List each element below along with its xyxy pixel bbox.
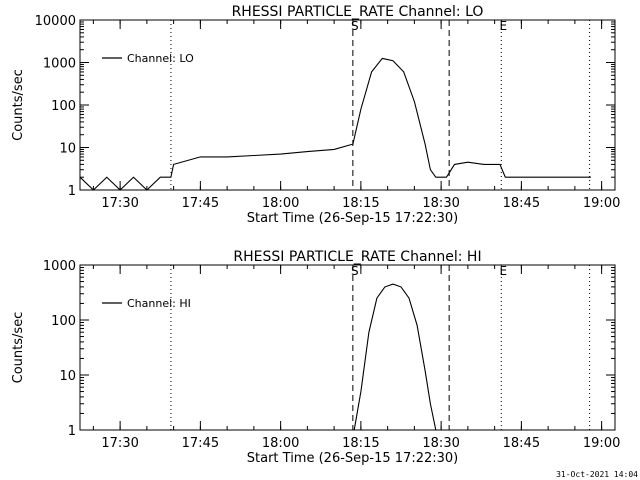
marker-label: E xyxy=(500,264,508,278)
plot-frame xyxy=(79,264,616,431)
x-tick-label: 18:45 xyxy=(503,436,540,451)
chart-title: RHESSI PARTICLE_RATE Channel: LO xyxy=(232,4,484,20)
y-tick-label: 1000 xyxy=(43,259,76,274)
x-tick-label: 18:00 xyxy=(262,436,299,451)
x-tick-label: 17:45 xyxy=(182,436,219,451)
x-tick-label: 18:30 xyxy=(422,196,459,211)
y-tick-label: 10 xyxy=(59,369,76,384)
x-tick-label: 17:45 xyxy=(182,196,219,211)
y-tick-label: 1 xyxy=(68,184,76,199)
x-tick-label: 18:15 xyxy=(342,196,379,211)
x-tick-label: 18:30 xyxy=(422,436,459,451)
marker-label: S xyxy=(351,264,359,278)
x-tick-label: 18:00 xyxy=(262,196,299,211)
y-tick-label: 100 xyxy=(51,314,76,329)
x-tick-label: 18:15 xyxy=(342,436,379,451)
y-tick-label: 10 xyxy=(59,142,76,157)
x-axis-label: Start Time (26-Sep-15 17:22:30) xyxy=(247,211,458,226)
footer-date: 31-Oct-2021 14:04 xyxy=(556,470,638,479)
x-tick-label: 18:45 xyxy=(503,196,540,211)
legend-label: Channel: HI xyxy=(127,297,191,310)
x-tick-label: 17:30 xyxy=(101,196,138,211)
marker-label: E xyxy=(500,19,508,33)
y-axis-label: Counts/sec xyxy=(11,312,26,384)
chart-panel-1: RHESSI PARTICLE_RATE Channel: LO 1 10 100 10… xyxy=(11,4,620,226)
legend-label: Channel: LO xyxy=(127,52,194,65)
series-line xyxy=(353,283,437,431)
y-tick-label: 100 xyxy=(51,99,76,114)
y-tick-label: 1 xyxy=(68,424,76,439)
x-tick-label: 17:30 xyxy=(101,436,138,451)
y-axis-label: Counts/sec xyxy=(11,69,26,141)
chart-panel-2: RHESSI PARTICLE_RATE Channel: HI 1 10 100 10… xyxy=(11,249,620,466)
plot-frame xyxy=(79,19,616,191)
x-tick-label: 19:00 xyxy=(583,196,620,211)
y-tick-label: 10000 xyxy=(35,14,76,29)
y-tick-label: 1000 xyxy=(43,57,76,72)
chart-title: RHESSI PARTICLE_RATE Channel: HI xyxy=(233,249,481,265)
x-tick-label: 19:00 xyxy=(583,436,620,451)
marker-label: S xyxy=(351,19,359,33)
x-axis-label: Start Time (26-Sep-15 17:22:30) xyxy=(247,451,458,466)
series-line xyxy=(79,57,591,191)
